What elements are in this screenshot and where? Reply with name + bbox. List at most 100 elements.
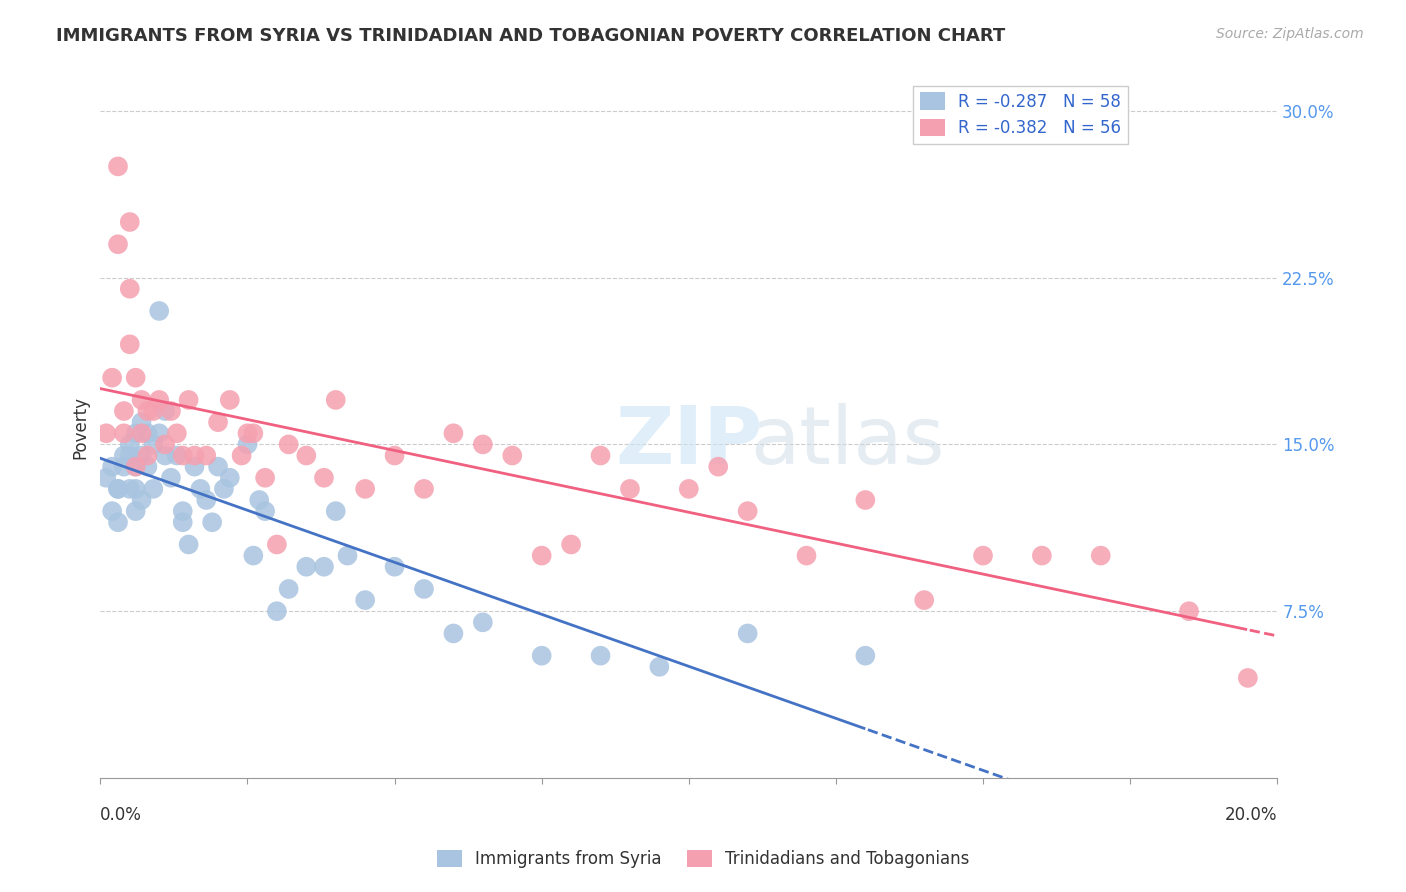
Point (148, 392, 170, 407)
Point (136, 426, 159, 441)
Point (325, 392, 347, 407)
Point (190, 482, 212, 496)
Point (118, 282, 141, 296)
Point (142, 437, 165, 451)
Point (236, 426, 259, 441)
Point (142, 482, 165, 496)
Point (112, 459, 135, 474)
Point (195, 493, 218, 508)
Point (124, 426, 146, 441)
Point (107, 482, 129, 496)
Point (107, 160, 129, 174)
Point (166, 449, 188, 463)
Point (295, 449, 318, 463)
Point (384, 559, 406, 574)
Point (124, 459, 146, 474)
Point (247, 493, 270, 508)
Point (737, 626, 759, 640)
Point (354, 593, 377, 607)
Text: 20.0%: 20.0% (1225, 806, 1277, 824)
Point (172, 449, 194, 463)
Point (136, 404, 159, 418)
Point (177, 392, 200, 407)
Point (131, 415, 153, 429)
Point (124, 504, 146, 518)
Legend: R = -0.287   N = 58, R = -0.382   N = 56: R = -0.287 N = 58, R = -0.382 N = 56 (912, 86, 1128, 144)
Point (207, 459, 229, 474)
Point (118, 449, 141, 463)
Point (118, 437, 141, 451)
Point (112, 449, 135, 463)
Point (131, 493, 153, 508)
Point (242, 426, 264, 441)
Point (254, 504, 277, 518)
Point (218, 392, 240, 407)
Point (295, 559, 318, 574)
Point (737, 504, 759, 518)
Point (124, 482, 146, 496)
Point (183, 459, 205, 474)
Point (112, 404, 135, 418)
Point (441, 426, 464, 441)
Point (153, 404, 176, 418)
Point (107, 237, 129, 252)
Legend: Immigrants from Syria, Trinidadians and Tobagonians: Immigrants from Syria, Trinidadians and … (430, 843, 976, 875)
Point (242, 549, 264, 563)
Point (148, 304, 170, 318)
Point (912, 593, 935, 607)
Point (530, 648, 553, 663)
Point (118, 215, 141, 229)
Point (589, 648, 612, 663)
Point (648, 660, 671, 674)
Point (236, 437, 259, 451)
Point (254, 471, 277, 485)
Point (160, 404, 183, 418)
Point (441, 626, 464, 640)
Text: atlas: atlas (751, 402, 945, 481)
Point (160, 471, 183, 485)
Point (177, 537, 200, 551)
Point (172, 504, 194, 518)
Point (131, 392, 153, 407)
Point (1090, 549, 1112, 563)
Text: 0.0%: 0.0% (100, 806, 142, 824)
Point (124, 459, 146, 474)
Point (266, 537, 288, 551)
Point (853, 493, 876, 508)
Point (325, 504, 347, 518)
Point (853, 648, 876, 663)
Point (101, 459, 124, 474)
Point (678, 482, 700, 496)
Point (107, 482, 129, 496)
Point (589, 449, 612, 463)
Point (153, 437, 176, 451)
Point (707, 459, 730, 474)
Point (1031, 549, 1053, 563)
Point (336, 549, 359, 563)
Text: IMMIGRANTS FROM SYRIA VS TRINIDADIAN AND TOBAGONIAN POVERTY CORRELATION CHART: IMMIGRANTS FROM SYRIA VS TRINIDADIAN AND… (56, 27, 1005, 45)
Point (471, 615, 494, 630)
Point (118, 482, 141, 496)
Point (131, 449, 153, 463)
Point (501, 449, 523, 463)
Text: Source: ZipAtlas.com: Source: ZipAtlas.com (1216, 27, 1364, 41)
Point (530, 549, 553, 563)
Point (413, 482, 436, 496)
Point (201, 515, 224, 529)
Point (413, 582, 436, 596)
Point (107, 515, 129, 529)
Point (354, 482, 377, 496)
Point (96, 471, 118, 485)
Point (207, 415, 229, 429)
Point (1237, 671, 1260, 685)
Point (101, 504, 124, 518)
Point (218, 471, 240, 485)
Point (312, 471, 335, 485)
Text: ZIP: ZIP (616, 402, 762, 481)
Point (231, 449, 253, 463)
Point (277, 582, 299, 596)
Point (796, 549, 818, 563)
Point (972, 549, 994, 563)
Point (136, 449, 159, 463)
Point (183, 449, 205, 463)
